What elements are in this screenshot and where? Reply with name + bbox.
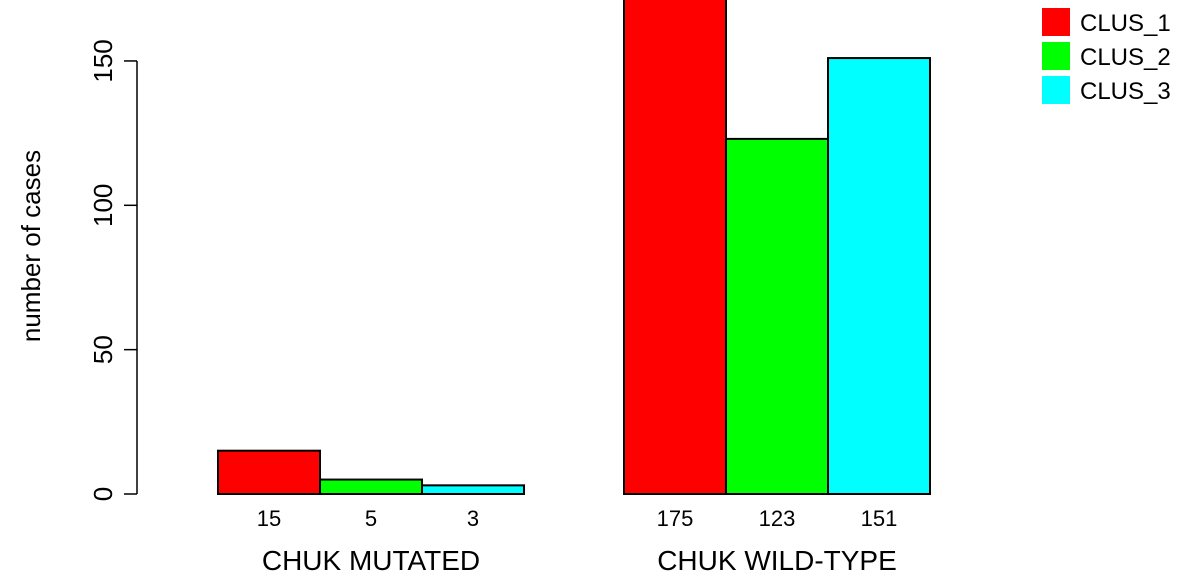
y-tick-label: 0 bbox=[88, 487, 118, 501]
bar-value-label: 15 bbox=[257, 506, 281, 531]
legend-swatch bbox=[1042, 8, 1070, 36]
group-labels: CHUK MUTATED CHUK WILD-TYPE bbox=[262, 545, 897, 576]
bar-clus-1 bbox=[217, 449, 321, 496]
legend-swatch bbox=[1042, 42, 1070, 70]
y-axis-label: number of cases bbox=[16, 150, 46, 342]
bar-value-label: 3 bbox=[467, 506, 479, 531]
bar-clus-2 bbox=[319, 478, 423, 496]
legend-swatch bbox=[1042, 76, 1070, 104]
bar-clus-2 bbox=[725, 137, 829, 496]
bar-clus-3 bbox=[827, 57, 931, 496]
bars bbox=[217, 0, 931, 496]
y-tick-label: 50 bbox=[88, 335, 118, 364]
y-tick-label: 150 bbox=[88, 39, 118, 82]
legend: CLUS_1 CLUS_2 CLUS_3 bbox=[1042, 8, 1171, 105]
bar-value-label: 123 bbox=[759, 506, 796, 531]
bar-value-label: 151 bbox=[861, 506, 898, 531]
bar-value-labels: 15 5 3 175 123 151 bbox=[257, 506, 898, 531]
bar-clus-1 bbox=[623, 0, 727, 495]
legend-label: CLUS_2 bbox=[1080, 44, 1171, 71]
legend-label: CLUS_3 bbox=[1080, 78, 1171, 105]
bar-value-label: 175 bbox=[657, 506, 694, 531]
legend-label: CLUS_1 bbox=[1080, 10, 1171, 37]
bar-value-label: 5 bbox=[365, 506, 377, 531]
y-axis: 0 50 100 150 bbox=[88, 39, 138, 501]
bar-clus-3 bbox=[421, 484, 525, 495]
y-tick-label: 100 bbox=[88, 184, 118, 227]
group-label: CHUK MUTATED bbox=[262, 545, 480, 576]
group-label: CHUK WILD-TYPE bbox=[657, 545, 897, 576]
